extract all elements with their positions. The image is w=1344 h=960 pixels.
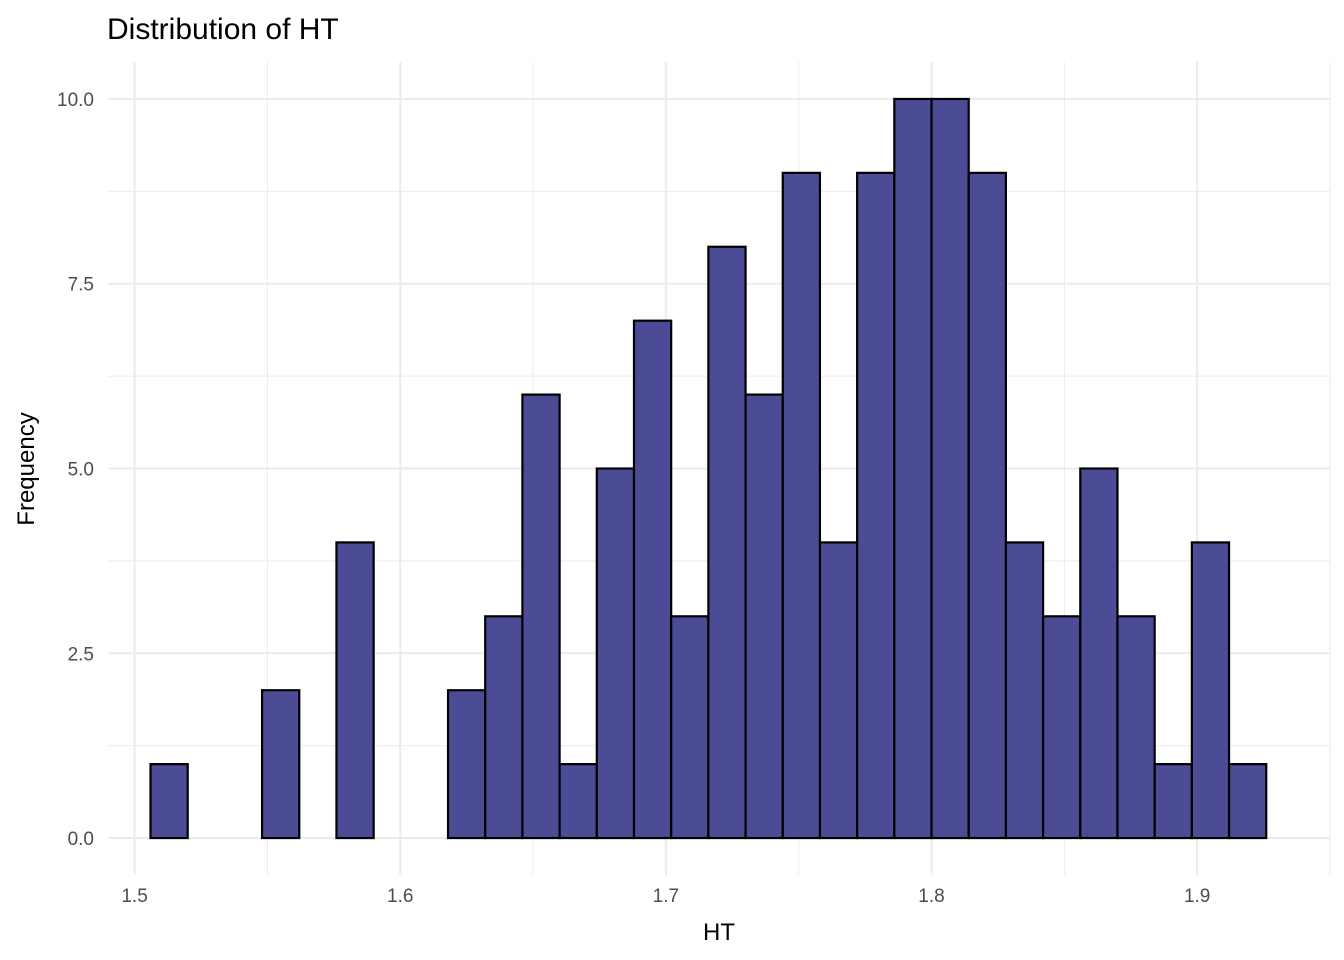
histogram-bar bbox=[967, 171, 1008, 840]
histogram-bar bbox=[1079, 467, 1119, 840]
histogram-bar bbox=[260, 689, 301, 840]
x-axis-title: HT bbox=[703, 919, 735, 946]
y-tick-label: 5.0 bbox=[68, 460, 94, 481]
histogram-bar bbox=[1153, 763, 1193, 840]
histogram-bar bbox=[1190, 541, 1231, 840]
histogram-bar bbox=[149, 763, 189, 840]
histogram-bar bbox=[930, 97, 970, 840]
histogram-bar bbox=[484, 615, 524, 840]
histogram-bar bbox=[335, 541, 375, 840]
histogram-bar bbox=[1004, 541, 1045, 840]
histogram-bar bbox=[595, 467, 636, 840]
x-tick-label: 1.9 bbox=[1184, 886, 1210, 907]
histogram-bar bbox=[781, 171, 822, 840]
histogram-bar bbox=[1041, 615, 1082, 840]
histogram-bar bbox=[670, 615, 710, 840]
histogram-bar bbox=[446, 689, 487, 840]
histogram-bar bbox=[632, 319, 673, 840]
y-axis-title: Frequency bbox=[13, 412, 40, 525]
histogram-bars bbox=[149, 97, 1268, 840]
y-tick-label: 10.0 bbox=[57, 90, 94, 111]
y-tick-label: 0.0 bbox=[68, 829, 94, 850]
y-tick-label: 2.5 bbox=[68, 644, 94, 665]
y-tick-label: 7.5 bbox=[68, 275, 94, 296]
histogram-bar bbox=[521, 393, 561, 840]
histogram-bar bbox=[1227, 763, 1268, 840]
x-tick-label: 1.7 bbox=[653, 886, 679, 907]
x-axis-tick-labels: 1.5 1.6 1.7 1.8 1.9 bbox=[121, 886, 1210, 907]
x-tick-label: 1.6 bbox=[387, 886, 413, 907]
histogram-bar bbox=[856, 171, 896, 840]
chart-title: Distribution of HT bbox=[107, 13, 339, 46]
x-tick-label: 1.5 bbox=[121, 886, 147, 907]
x-tick-label: 1.8 bbox=[918, 886, 944, 907]
y-axis-tick-labels: 0.0 2.5 5.0 7.5 10.0 bbox=[57, 90, 94, 850]
histogram-bar bbox=[893, 97, 933, 840]
histogram-bar bbox=[744, 393, 784, 840]
histogram-bar bbox=[558, 763, 598, 840]
histogram-bar bbox=[1116, 615, 1156, 840]
histogram-bar bbox=[707, 245, 747, 840]
histogram-bar bbox=[818, 541, 859, 840]
